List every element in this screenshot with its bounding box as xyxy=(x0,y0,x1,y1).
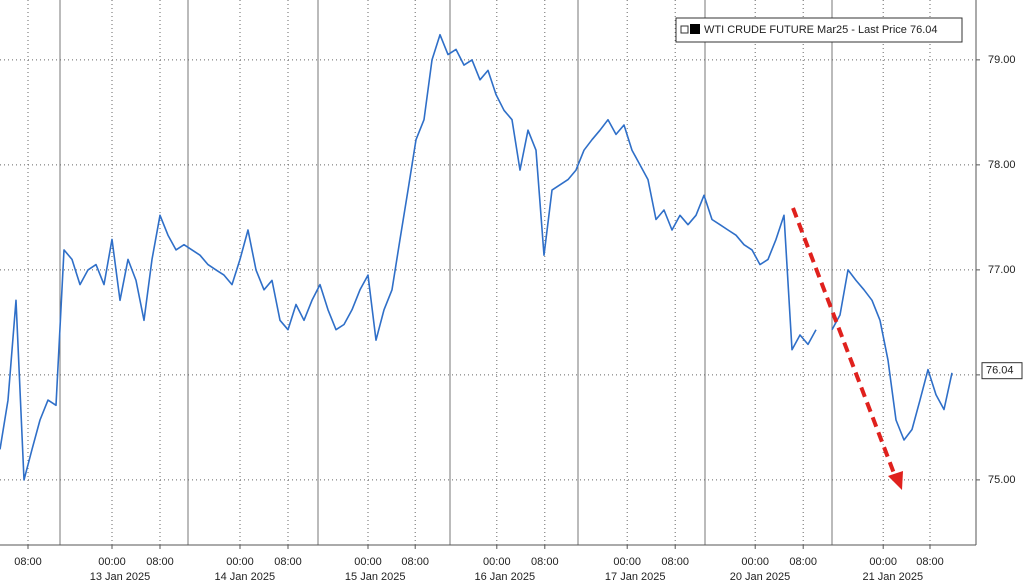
x-tick-label: 08:00 xyxy=(146,556,174,568)
x-tick-label: 08:00 xyxy=(401,556,429,568)
x-tick-label: 08:00 xyxy=(274,556,302,568)
x-date-label: 13 Jan 2025 xyxy=(90,571,151,583)
x-tick-label: 00:00 xyxy=(483,556,511,568)
price-line xyxy=(0,33,953,481)
legend-expander xyxy=(680,25,689,34)
y-tick-label: 79.00 xyxy=(988,54,1016,66)
legend-series: WTI CRUDE FUTURE Mar25 - Last Price xyxy=(704,24,907,36)
x-tick-label: 00:00 xyxy=(869,556,897,568)
arrow-head xyxy=(888,471,903,490)
trend-arrow xyxy=(791,207,897,477)
x-date-label: 20 Jan 2025 xyxy=(730,571,791,583)
x-tick-label: 00:00 xyxy=(98,556,126,568)
legend-last-price: 76.04 xyxy=(910,24,938,36)
x-tick-label: 00:00 xyxy=(226,556,254,568)
x-date-label: 16 Jan 2025 xyxy=(475,571,536,583)
x-tick-label: 08:00 xyxy=(14,556,42,568)
x-date-label: 14 Jan 2025 xyxy=(215,571,276,583)
y-tick-label: 78.00 xyxy=(988,159,1016,171)
legend-label: WTI CRUDE FUTURE Mar25 - Last Price 76.0… xyxy=(704,24,938,36)
x-tick-label: 00:00 xyxy=(741,556,769,568)
last-price-label: 76.04 xyxy=(986,365,1014,377)
y-tick-label: 75.00 xyxy=(988,474,1016,486)
x-date-label: 17 Jan 2025 xyxy=(605,571,666,583)
x-tick-label: 08:00 xyxy=(789,556,817,568)
last-price-tag xyxy=(981,362,1023,380)
legend-box xyxy=(675,17,963,43)
x-tick-label: 08:00 xyxy=(531,556,559,568)
y-tick-label: 77.00 xyxy=(988,264,1016,276)
x-tick-label: 08:00 xyxy=(661,556,689,568)
x-date-label: 15 Jan 2025 xyxy=(345,571,406,583)
x-tick-label: 08:00 xyxy=(916,556,944,568)
x-date-label: 21 Jan 2025 xyxy=(863,571,924,583)
x-tick-label: 00:00 xyxy=(354,556,382,568)
legend-swatch xyxy=(690,24,700,34)
x-tick-label: 00:00 xyxy=(613,556,641,568)
legend: WTI CRUDE FUTURE Mar25 - Last Price 76.0… xyxy=(675,17,963,43)
